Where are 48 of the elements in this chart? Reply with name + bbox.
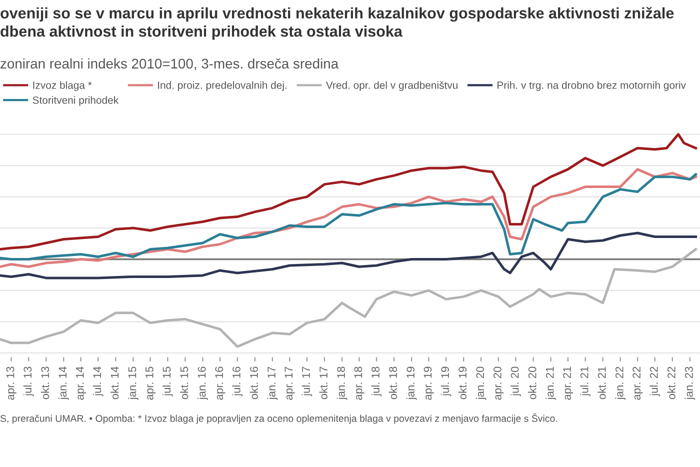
x-tick-label: jan. 15: [128, 366, 138, 400]
x-tick-label: jul. 22: [650, 366, 660, 396]
x-tick-label: jul. 17: [302, 366, 312, 396]
x-tick-label: apr. 15: [146, 366, 156, 400]
x-tick-label: jan. 16: [198, 366, 208, 400]
x-tick-label: apr. 14: [76, 366, 86, 400]
x-tick-label: jan. 22: [615, 366, 626, 400]
x-tick-label: okt. 19: [458, 366, 467, 400]
x-tick-label: okt. 22: [667, 366, 676, 400]
x-tick-label: jul. 20: [510, 366, 521, 396]
x-tick-label: jan. 20: [476, 366, 486, 400]
legend-label: Izvoz blaga *: [33, 81, 92, 91]
chart-subtitle: zoniran realni indeks 2010=100, 3-mes. drseča sredina: [0, 58, 339, 70]
x-tick-label: apr. 16: [215, 366, 226, 400]
x-tick-label: jul. 16: [232, 366, 243, 396]
x-tick-label: okt. 20: [528, 366, 536, 400]
x-tick-label: jul. 18: [371, 366, 382, 396]
x-tick-label: jan. 14: [58, 366, 69, 400]
x-tick-label: jan. 18: [336, 366, 348, 400]
x-tick-label: apr. 18: [354, 366, 364, 400]
x-tick-label: okt. 14: [110, 366, 119, 400]
x-tick-label: okt. 17: [319, 366, 328, 400]
x-tick-label: jul. 15: [162, 366, 173, 396]
x-tick-label: jan. 17: [267, 366, 278, 400]
chart-title: oveniji so se v marcu in aprilu vrednosti nekaterih kazalnikov gospodarske aktivnosti znižale dbena aktivnost in storitveni prihodek sta ostala visoka: [0, 7, 674, 40]
x-tick-label: jul. 19: [440, 366, 452, 396]
x-tick-label: apr. 13: [6, 366, 16, 400]
legend-label: Vred. opr. del v gradbeništvu: [326, 81, 458, 91]
x-tick-label: jan. 23: [684, 366, 696, 400]
x-tick-label: jan. 19: [406, 366, 417, 400]
legend-label: Prih. v trg. na drobno brez motornih goriv: [498, 81, 686, 91]
x-tick-label: okt. 15: [180, 366, 188, 400]
x-tick-label: apr. 22: [632, 366, 643, 400]
x-tick-label: okt. 13: [40, 366, 50, 400]
x-tick-label: okt. 18: [388, 366, 397, 400]
x-tick-label: apr. 17: [284, 366, 295, 400]
legend-label: Ind. proiz. predelovalnih dej.: [158, 81, 286, 91]
text: S, preračuni UMAR. • Opomba: * Izvoz blaga je popravljen za oceno oplemenitenja blaga v povezavi z menjavo farmacije s Švico.: [0, 413, 557, 424]
x-tick-label: jul. 21: [580, 366, 590, 396]
x-tick-label: apr. 19: [424, 366, 434, 400]
x-tick-label: jul. 14: [92, 366, 104, 396]
x-tick-label: jul. 13: [23, 366, 34, 396]
legend-label: Storitveni prihodek: [32, 96, 119, 106]
x-tick-label: okt. 21: [598, 366, 606, 400]
x-tick-label: okt. 16: [250, 366, 258, 400]
x-tick-label: apr. 20: [494, 366, 504, 400]
x-tick-label: apr. 21: [563, 366, 574, 400]
x-tick-label: jan. 21: [546, 366, 556, 400]
